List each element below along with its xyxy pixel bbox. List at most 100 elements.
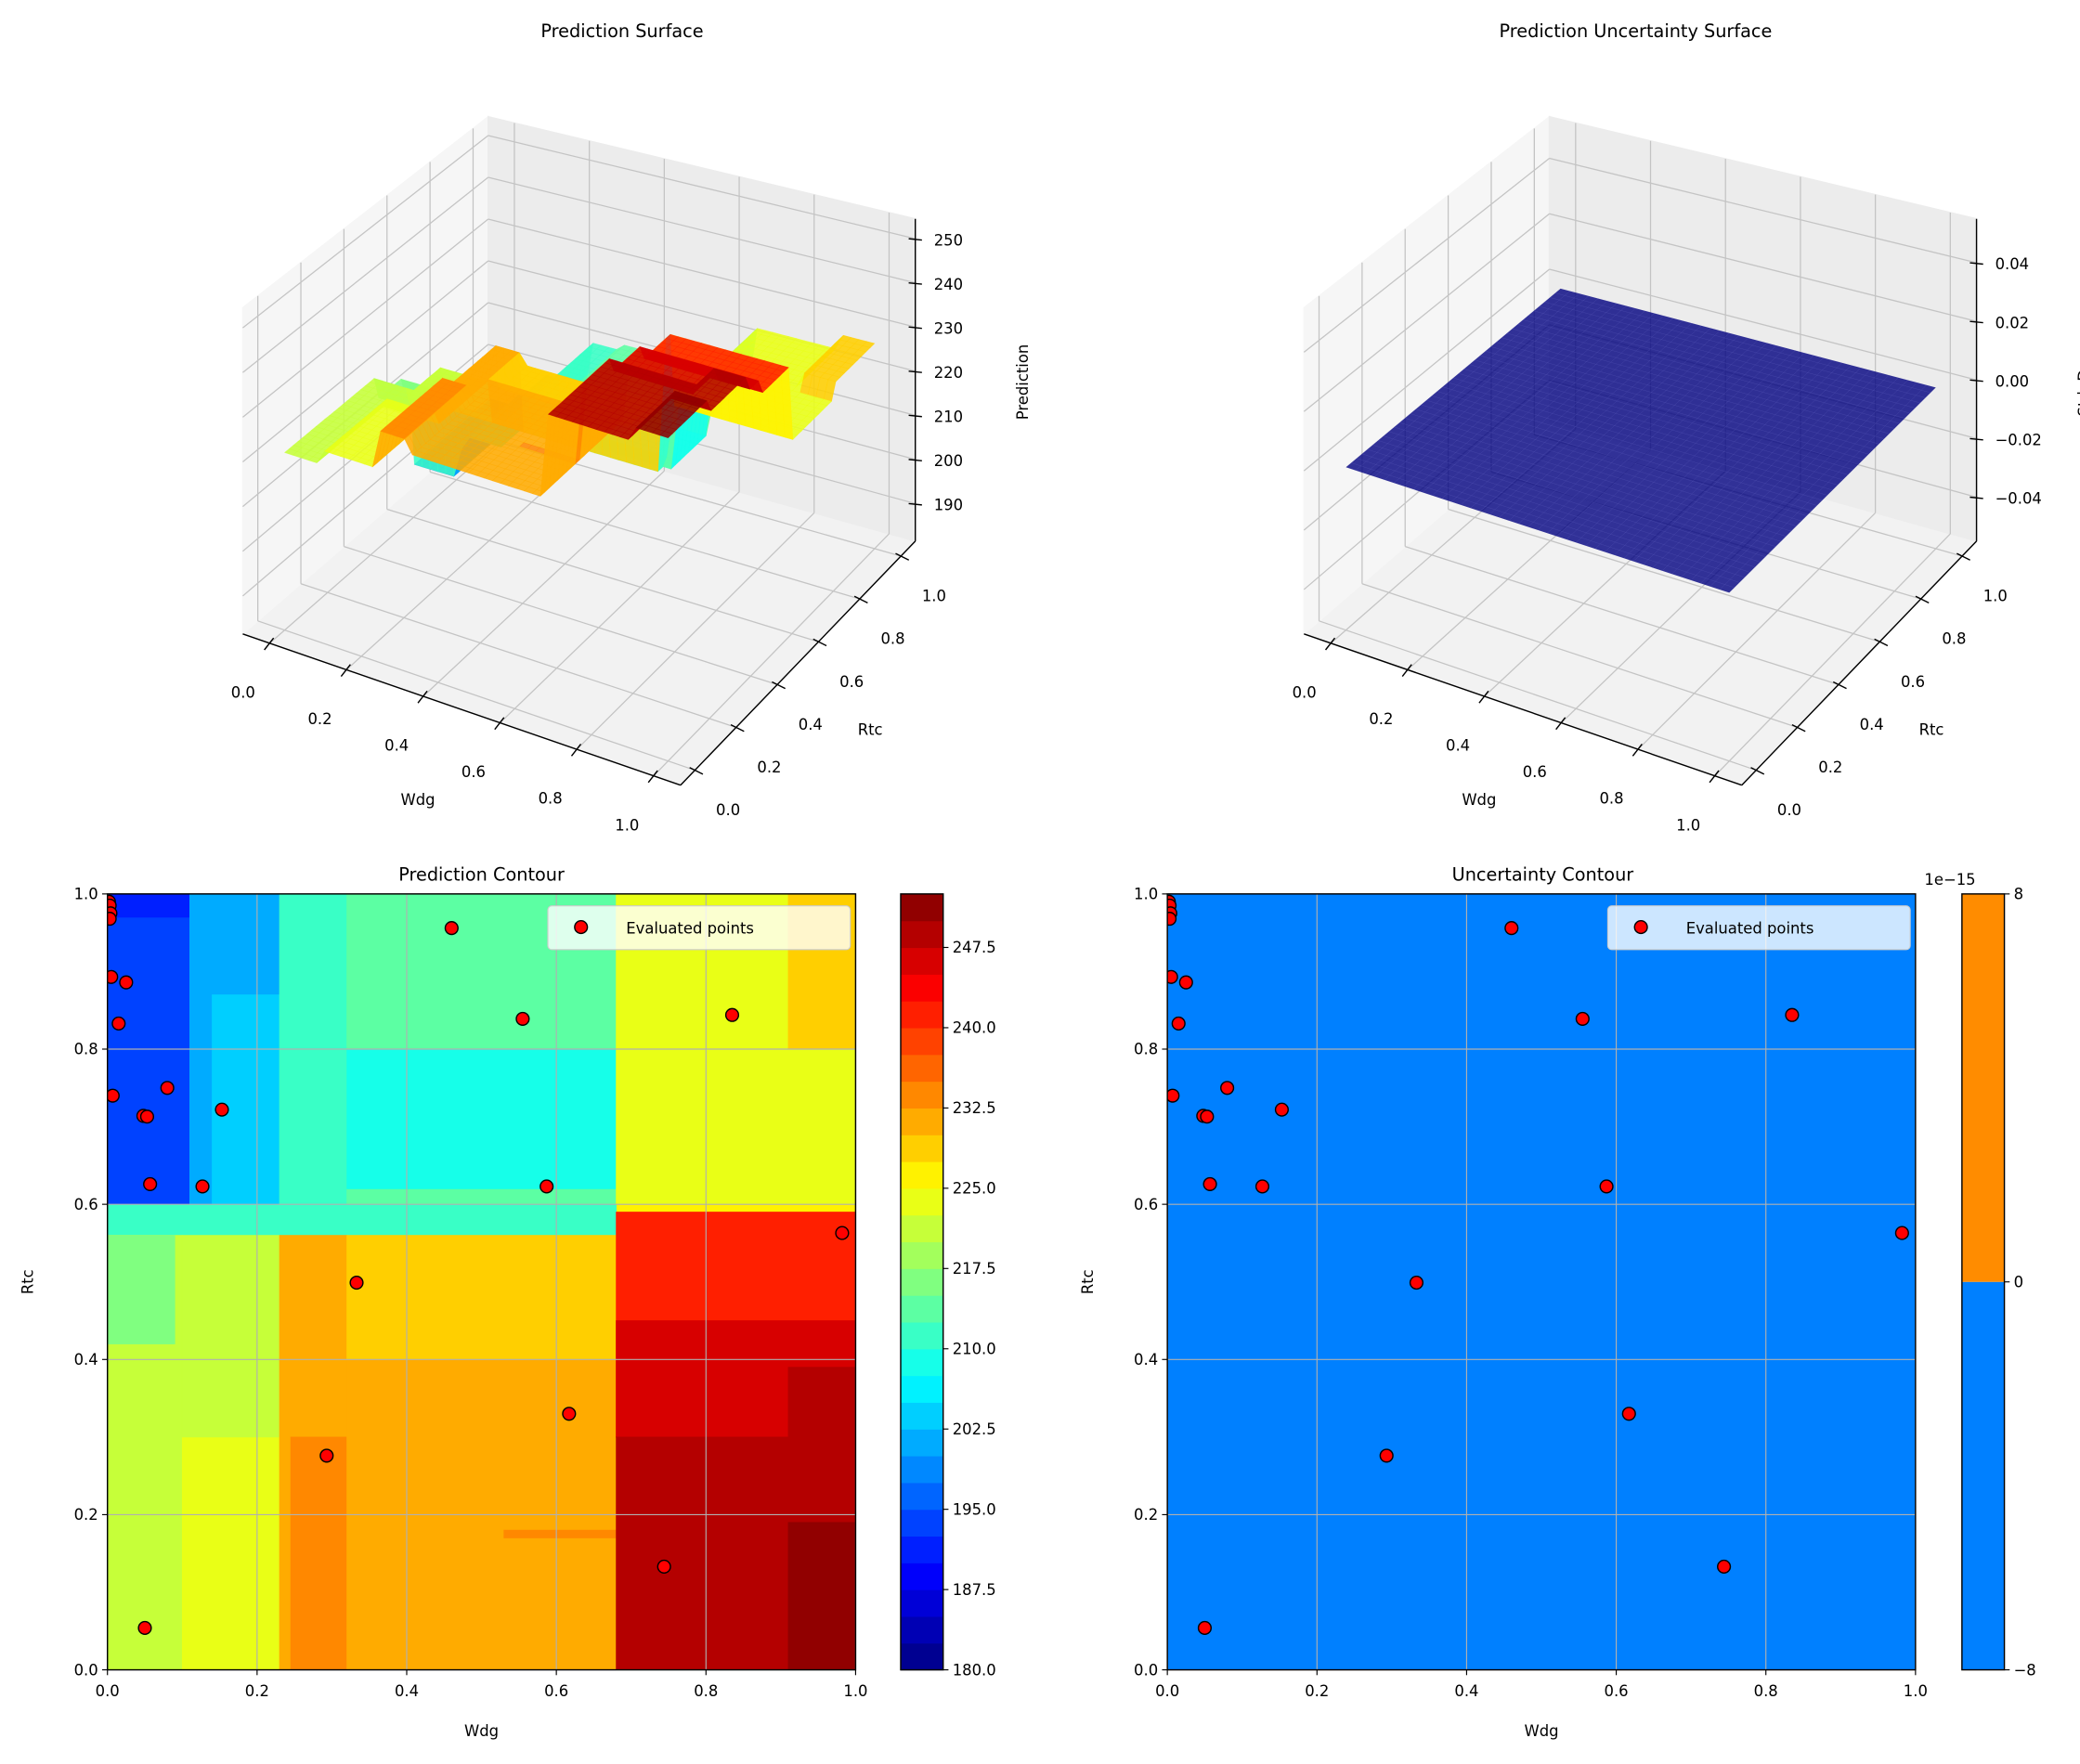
wdg-tick-label: 0.0 — [231, 683, 255, 701]
evaluated-point — [1621, 1407, 1636, 1421]
surface-mesh-line — [1452, 377, 1833, 491]
z-tick — [908, 414, 922, 418]
surface-mesh-line — [1421, 404, 1802, 522]
evaluated-point — [1254, 1179, 1270, 1194]
surface-mesh-line — [1463, 369, 1843, 481]
colorbar-band — [1961, 893, 2005, 1282]
evaluated-point — [137, 1620, 152, 1636]
wdg-tick-label: 1.0 — [1676, 816, 1700, 834]
y-tick-label: 0.2 — [74, 1506, 98, 1524]
gridline — [242, 260, 489, 463]
z-tick — [908, 502, 922, 506]
x-tick-label: 0.6 — [1605, 1682, 1629, 1700]
z-tick — [1970, 437, 1983, 441]
evaluated-point — [1167, 1088, 1180, 1103]
colorbar-band — [901, 1456, 943, 1484]
gridline — [576, 512, 815, 750]
z-tick-label: 200 — [934, 452, 963, 470]
x-tick-label: 0.6 — [544, 1682, 568, 1700]
wdg-tick-label: 0.6 — [462, 763, 486, 781]
surface-mesh-line — [1394, 426, 1776, 547]
y-tick-label: 0.8 — [74, 1041, 98, 1058]
z-tick — [1970, 320, 1983, 324]
rtc-tick — [1956, 552, 1970, 561]
evaluated-point — [1575, 1011, 1590, 1026]
surface-mesh-line — [1404, 418, 1787, 537]
rtc-tick-label: 0.4 — [1860, 716, 1884, 733]
rtc-tick-label: 0.8 — [880, 630, 904, 648]
contour-region — [107, 1235, 176, 1344]
surface-mesh-line — [1490, 346, 1869, 455]
wdg-tick — [1555, 717, 1566, 731]
evaluated-point — [139, 1109, 154, 1124]
surface-mesh-line — [1364, 292, 1580, 474]
z-tick-label: 240 — [934, 276, 963, 293]
colorbar-band — [901, 1563, 943, 1590]
wdg-axis-line — [242, 633, 682, 786]
surface-mesh-line — [1700, 380, 1908, 584]
z-tick-label: 190 — [934, 497, 963, 514]
gridline — [242, 218, 489, 418]
x-tick-label: 0.8 — [694, 1682, 718, 1700]
surface-mesh-line — [1426, 399, 1807, 516]
evaluated-point — [1504, 921, 1519, 936]
surface-mesh-line — [1652, 367, 1862, 568]
surface-mesh-line — [1367, 448, 1750, 573]
surface-mesh-line — [1436, 391, 1817, 506]
rtc-tick-label: 0.4 — [799, 716, 823, 733]
evaluated-point — [1379, 1448, 1394, 1463]
rtc-tick — [772, 681, 786, 690]
z-tick — [908, 238, 922, 241]
wdg-tick — [494, 717, 505, 731]
y-axis-label: Rtc — [20, 1269, 37, 1294]
evaluated-point — [107, 969, 119, 984]
rtc-tick — [689, 767, 704, 775]
surface-mesh-line — [1479, 322, 1693, 512]
plot-title: Prediction Surface — [540, 20, 703, 42]
colorbar-band — [901, 1295, 943, 1323]
wdg-tick — [417, 690, 428, 704]
surface-mesh-line — [1671, 372, 1880, 575]
colorbar-tick-label: 202.5 — [953, 1420, 996, 1438]
legend-marker — [574, 920, 589, 935]
colorbar-tick-label: −8 — [2014, 1661, 2036, 1679]
evaluated-point — [1167, 969, 1178, 984]
x-axis-label: Wdg — [1524, 1722, 1558, 1740]
wdg-tick — [1709, 770, 1720, 784]
surface-mesh-line — [1623, 359, 1833, 559]
plot-title: Prediction Contour — [398, 864, 565, 886]
surface-mesh-line — [1388, 431, 1771, 552]
legend: Evaluated points — [547, 905, 852, 951]
rtc-tick — [730, 723, 745, 733]
surface-mesh-line — [1383, 435, 1766, 558]
plot-title: Prediction Uncertainty Surface — [1499, 20, 1772, 42]
gridline — [429, 471, 861, 600]
evaluated-point — [835, 1226, 850, 1240]
y-tick-label: 0.0 — [1134, 1661, 1158, 1679]
gridline — [1637, 512, 1877, 750]
colorbar-band — [901, 1482, 943, 1511]
gridline — [1319, 620, 1757, 772]
surface-mesh-line — [1539, 305, 1916, 409]
colorbar-band — [901, 1054, 943, 1083]
x-tick-label: 0.2 — [245, 1682, 269, 1700]
rtc-tick — [895, 552, 910, 561]
colorbar-band — [901, 974, 943, 1002]
evaluated-point — [1202, 1176, 1217, 1191]
x-tick-label: 0.4 — [1454, 1682, 1478, 1700]
plot-title: Uncertainty Contour — [1452, 864, 1634, 886]
gridline — [242, 176, 489, 373]
surface-mesh-line — [1458, 373, 1839, 486]
contour-fill — [107, 893, 856, 1670]
surface-mesh-line — [1469, 364, 1849, 475]
colorbar-band — [901, 1536, 943, 1563]
wdg-tick-label: 0.6 — [1523, 763, 1547, 781]
surface-mesh-line — [1412, 305, 1627, 490]
gridline — [300, 583, 736, 729]
evaluated-point — [319, 1448, 334, 1463]
rtc-tick-label: 0.8 — [1942, 630, 1966, 648]
surface-mesh-line — [1475, 359, 1853, 471]
evaluated-point — [1167, 912, 1177, 927]
evaluated-point — [1200, 1109, 1215, 1124]
